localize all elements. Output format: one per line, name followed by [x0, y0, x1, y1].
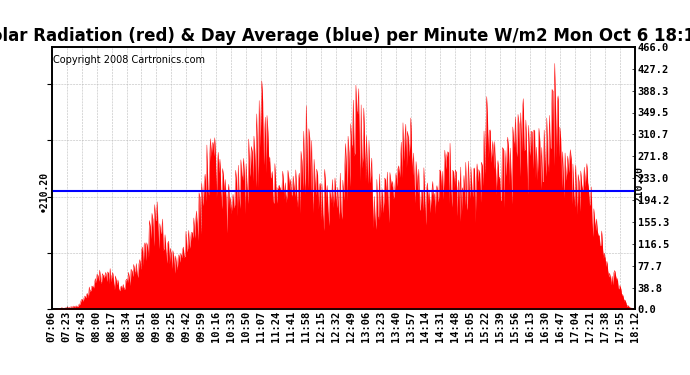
Text: 210.20: 210.20 — [635, 168, 644, 214]
Title: Solar Radiation (red) & Day Average (blue) per Minute W/m2 Mon Oct 6 18:19: Solar Radiation (red) & Day Average (blu… — [0, 27, 690, 45]
Text: Copyright 2008 Cartronics.com: Copyright 2008 Cartronics.com — [54, 55, 206, 65]
Text: •210.20: •210.20 — [39, 170, 49, 211]
